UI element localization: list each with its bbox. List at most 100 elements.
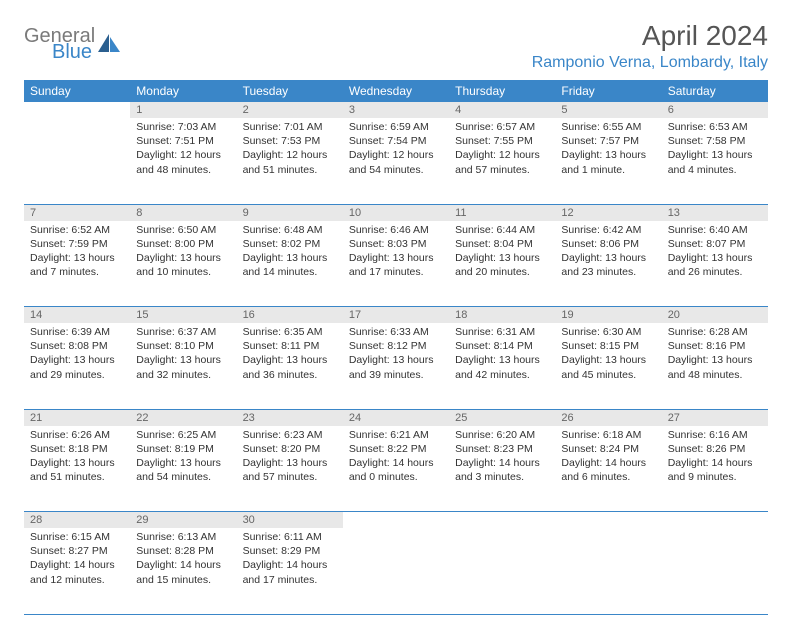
daylight-text-2: and 29 minutes. [30, 368, 124, 382]
daylight-text-2: and 20 minutes. [455, 265, 549, 279]
sunrise-text: Sunrise: 6:15 AM [30, 530, 124, 544]
sunrise-text: Sunrise: 6:55 AM [561, 120, 655, 134]
sunrise-text: Sunrise: 6:16 AM [668, 428, 762, 442]
day-number: 15 [130, 307, 236, 323]
day-cell: Sunrise: 7:01 AMSunset: 7:53 PMDaylight:… [237, 118, 343, 204]
daylight-text-2: and 45 minutes. [561, 368, 655, 382]
day-number: 26 [555, 410, 661, 426]
day-cell: Sunrise: 6:39 AMSunset: 8:08 PMDaylight:… [24, 323, 130, 409]
daylight-text-2: and 57 minutes. [243, 470, 337, 484]
sunrise-text: Sunrise: 6:39 AM [30, 325, 124, 339]
sunset-text: Sunset: 8:16 PM [668, 339, 762, 353]
day-number: 16 [237, 307, 343, 323]
day-number: 19 [555, 307, 661, 323]
sunrise-text: Sunrise: 6:18 AM [561, 428, 655, 442]
sunrise-text: Sunrise: 6:35 AM [243, 325, 337, 339]
weekday-header: Friday [555, 80, 661, 102]
week-row: Sunrise: 6:26 AMSunset: 8:18 PMDaylight:… [24, 426, 768, 512]
weekday-header: Thursday [449, 80, 555, 102]
daylight-text-1: Daylight: 14 hours [455, 456, 549, 470]
day-number: 7 [24, 205, 130, 221]
daylight-text-1: Daylight: 14 hours [30, 558, 124, 572]
day-cell: Sunrise: 6:57 AMSunset: 7:55 PMDaylight:… [449, 118, 555, 204]
sunset-text: Sunset: 8:18 PM [30, 442, 124, 456]
sunrise-text: Sunrise: 6:59 AM [349, 120, 443, 134]
weekday-row: SundayMondayTuesdayWednesdayThursdayFrid… [24, 80, 768, 102]
day-cell: Sunrise: 6:53 AMSunset: 7:58 PMDaylight:… [662, 118, 768, 204]
day-number: 8 [130, 205, 236, 221]
daylight-text-1: Daylight: 14 hours [243, 558, 337, 572]
week-row: Sunrise: 6:15 AMSunset: 8:27 PMDaylight:… [24, 528, 768, 614]
sunset-text: Sunset: 7:51 PM [136, 134, 230, 148]
daylight-text-2: and 54 minutes. [349, 163, 443, 177]
sunset-text: Sunset: 8:10 PM [136, 339, 230, 353]
sunrise-text: Sunrise: 7:01 AM [243, 120, 337, 134]
day-number: 28 [24, 512, 130, 528]
sunset-text: Sunset: 8:11 PM [243, 339, 337, 353]
sunrise-text: Sunrise: 6:31 AM [455, 325, 549, 339]
location: Ramponio Verna, Lombardy, Italy [532, 54, 768, 72]
sunset-text: Sunset: 7:58 PM [668, 134, 762, 148]
daylight-text-2: and 48 minutes. [136, 163, 230, 177]
sunset-text: Sunset: 7:53 PM [243, 134, 337, 148]
day-number: 5 [555, 102, 661, 118]
daylight-text-1: Daylight: 13 hours [668, 251, 762, 265]
sunset-text: Sunset: 7:57 PM [561, 134, 655, 148]
day-cell: Sunrise: 6:46 AMSunset: 8:03 PMDaylight:… [343, 221, 449, 307]
day-number [24, 102, 130, 106]
day-number: 18 [449, 307, 555, 323]
sunset-text: Sunset: 8:24 PM [561, 442, 655, 456]
daylight-text-1: Daylight: 13 hours [561, 148, 655, 162]
daylight-text-1: Daylight: 14 hours [561, 456, 655, 470]
weekday-header: Wednesday [343, 80, 449, 102]
daylight-text-2: and 10 minutes. [136, 265, 230, 279]
daylight-text-2: and 17 minutes. [349, 265, 443, 279]
day-cell: Sunrise: 6:30 AMSunset: 8:15 PMDaylight:… [555, 323, 661, 409]
logo-text: General Blue [24, 26, 95, 62]
sunset-text: Sunset: 8:04 PM [455, 237, 549, 251]
day-cell [449, 528, 555, 614]
weekday-header: Saturday [662, 80, 768, 102]
sunrise-text: Sunrise: 6:48 AM [243, 223, 337, 237]
week-row: Sunrise: 6:39 AMSunset: 8:08 PM Daylight:… [24, 323, 768, 409]
sunset-text: Sunset: 8:08 PM [30, 339, 124, 353]
daylight-text-2: and 23 minutes. [561, 265, 655, 279]
day-number: 20 [662, 307, 768, 323]
day-cell: Sunrise: 6:31 AMSunset: 8:14 PMDaylight:… [449, 323, 555, 409]
daylight-text-2: and 1 minute. [561, 163, 655, 177]
daynum-row: 282930 [24, 512, 768, 529]
sunset-text: Sunset: 8:00 PM [136, 237, 230, 251]
daylight-text-2: and 54 minutes. [136, 470, 230, 484]
daylight-text-1: Daylight: 13 hours [561, 251, 655, 265]
day-cell: Sunrise: 6:48 AMSunset: 8:02 PMDaylight:… [237, 221, 343, 307]
daylight-text-1: Daylight: 13 hours [136, 353, 230, 367]
day-number: 29 [130, 512, 236, 528]
daylight-text-2: and 3 minutes. [455, 470, 549, 484]
daylight-text-1: Daylight: 13 hours [668, 148, 762, 162]
day-number: 30 [237, 512, 343, 528]
day-number: 10 [343, 205, 449, 221]
daylight-text-1: Daylight: 13 hours [455, 251, 549, 265]
day-cell: Sunrise: 6:40 AMSunset: 8:07 PMDaylight:… [662, 221, 768, 307]
sunrise-text: Sunrise: 6:11 AM [243, 530, 337, 544]
day-cell: Sunrise: 6:23 AMSunset: 8:20 PMDaylight:… [237, 426, 343, 512]
day-number: 27 [662, 410, 768, 426]
daylight-text-2: and 57 minutes. [455, 163, 549, 177]
day-cell: Sunrise: 6:28 AMSunset: 8:16 PMDaylight:… [662, 323, 768, 409]
day-cell: Sunrise: 6:18 AMSunset: 8:24 PMDaylight:… [555, 426, 661, 512]
daylight-text-1: Daylight: 13 hours [668, 353, 762, 367]
sunset-text: Sunset: 8:06 PM [561, 237, 655, 251]
sunrise-text: Sunrise: 6:53 AM [668, 120, 762, 134]
sunrise-text: Sunrise: 6:33 AM [349, 325, 443, 339]
day-cell: Sunrise: 6:52 AMSunset: 7:59 PMDaylight:… [24, 221, 130, 307]
daylight-text-1: Daylight: 13 hours [136, 456, 230, 470]
sunset-text: Sunset: 7:59 PM [30, 237, 124, 251]
calendar-body: 123456Sunrise: 7:03 AMSunset: 7:51 PMDay… [24, 102, 768, 614]
daylight-text-1: Daylight: 13 hours [561, 353, 655, 367]
day-cell: Sunrise: 6:20 AMSunset: 8:23 PMDaylight:… [449, 426, 555, 512]
daylight-text-1: Daylight: 14 hours [668, 456, 762, 470]
sunrise-text: Sunrise: 7:03 AM [136, 120, 230, 134]
calendar-table: SundayMondayTuesdayWednesdayThursdayFrid… [24, 80, 768, 615]
daylight-text-1: Daylight: 13 hours [243, 251, 337, 265]
daylight-text-1: Daylight: 14 hours [349, 456, 443, 470]
